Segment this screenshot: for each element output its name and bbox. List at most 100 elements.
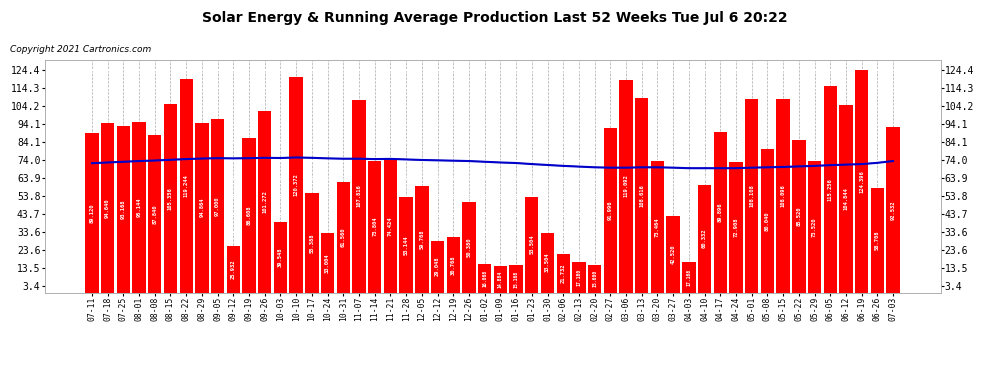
Bar xyxy=(243,138,255,292)
Bar xyxy=(446,237,460,292)
Text: 119.092: 119.092 xyxy=(624,175,629,197)
Bar xyxy=(808,161,822,292)
Bar xyxy=(604,128,617,292)
Bar xyxy=(321,234,335,292)
Text: 33.004: 33.004 xyxy=(325,253,330,273)
Text: 108.096: 108.096 xyxy=(781,184,786,207)
Bar xyxy=(227,246,240,292)
Bar xyxy=(510,266,523,292)
Bar xyxy=(760,149,774,292)
Bar xyxy=(855,70,868,292)
Bar xyxy=(714,132,727,292)
Bar xyxy=(776,99,790,292)
Text: 53.144: 53.144 xyxy=(404,235,409,255)
Bar xyxy=(650,161,664,292)
Bar xyxy=(337,182,350,292)
Text: 105.356: 105.356 xyxy=(168,187,173,210)
Bar xyxy=(274,222,287,292)
Text: 61.560: 61.560 xyxy=(341,228,346,247)
Text: 73.520: 73.520 xyxy=(812,217,817,237)
Text: 53.504: 53.504 xyxy=(530,235,535,254)
Bar xyxy=(792,140,806,292)
Text: 104.844: 104.844 xyxy=(843,188,848,210)
Text: 97.000: 97.000 xyxy=(215,196,220,216)
Bar xyxy=(840,105,852,292)
Text: 107.816: 107.816 xyxy=(356,185,361,207)
Text: 73.804: 73.804 xyxy=(372,217,377,236)
Text: 17.168: 17.168 xyxy=(686,268,691,286)
Text: 59.768: 59.768 xyxy=(420,229,425,249)
Bar xyxy=(462,202,475,292)
Bar xyxy=(85,133,99,292)
Text: 21.732: 21.732 xyxy=(560,263,565,283)
Text: 85.520: 85.520 xyxy=(796,206,801,226)
Bar xyxy=(101,123,114,292)
Text: 50.380: 50.380 xyxy=(466,238,471,257)
Bar xyxy=(179,79,193,292)
Bar xyxy=(117,126,130,292)
Bar xyxy=(635,98,648,292)
Bar xyxy=(211,119,225,292)
Bar xyxy=(384,159,397,292)
Text: 108.616: 108.616 xyxy=(640,184,644,207)
Bar xyxy=(148,135,161,292)
Bar xyxy=(886,127,900,292)
Bar xyxy=(682,262,696,292)
Text: 42.520: 42.520 xyxy=(670,245,676,264)
Bar xyxy=(478,264,491,292)
Bar xyxy=(620,80,633,292)
Bar xyxy=(133,122,146,292)
Bar xyxy=(871,188,884,292)
Text: 119.244: 119.244 xyxy=(184,174,189,197)
Text: Solar Energy & Running Average Production Last 52 Weeks Tue Jul 6 20:22: Solar Energy & Running Average Productio… xyxy=(202,11,788,25)
Bar xyxy=(352,100,365,292)
Bar xyxy=(368,160,381,292)
Bar xyxy=(572,262,586,292)
Text: 101.272: 101.272 xyxy=(262,190,267,213)
Bar xyxy=(289,77,303,292)
Bar xyxy=(399,198,413,292)
Text: 17.180: 17.180 xyxy=(576,268,581,286)
Text: 91.996: 91.996 xyxy=(608,201,613,220)
Text: 74.424: 74.424 xyxy=(388,216,393,236)
Text: 29.048: 29.048 xyxy=(435,257,440,276)
Text: 94.640: 94.640 xyxy=(105,198,110,217)
Bar xyxy=(195,123,209,292)
Bar xyxy=(588,265,601,292)
Text: 16.068: 16.068 xyxy=(482,270,487,287)
Text: 89.896: 89.896 xyxy=(718,202,723,222)
Bar xyxy=(745,99,758,292)
Text: 115.256: 115.256 xyxy=(828,178,833,201)
Text: 89.120: 89.120 xyxy=(89,203,94,222)
Text: 58.708: 58.708 xyxy=(875,230,880,250)
Text: 14.884: 14.884 xyxy=(498,271,503,288)
Text: 92.532: 92.532 xyxy=(891,200,896,219)
Bar xyxy=(431,240,445,292)
Text: 73.464: 73.464 xyxy=(655,217,660,237)
Text: 72.908: 72.908 xyxy=(734,217,739,237)
Text: Copyright 2021 Cartronics.com: Copyright 2021 Cartronics.com xyxy=(10,45,151,54)
Text: 55.388: 55.388 xyxy=(309,233,315,253)
Text: 95.144: 95.144 xyxy=(137,198,142,217)
Bar xyxy=(730,162,742,292)
Bar xyxy=(541,232,554,292)
Bar xyxy=(163,104,177,292)
Bar xyxy=(556,254,570,292)
Text: 120.372: 120.372 xyxy=(294,174,299,196)
Bar xyxy=(494,266,507,292)
Text: 60.332: 60.332 xyxy=(702,229,707,248)
Text: 30.768: 30.768 xyxy=(450,255,455,275)
Bar xyxy=(698,184,711,292)
Bar xyxy=(666,216,680,292)
Text: 80.040: 80.040 xyxy=(765,211,770,231)
Bar xyxy=(305,194,319,292)
Text: 87.840: 87.840 xyxy=(152,204,157,224)
Text: 124.396: 124.396 xyxy=(859,170,864,193)
Text: 86.608: 86.608 xyxy=(247,205,251,225)
Text: 25.932: 25.932 xyxy=(231,260,236,279)
Bar xyxy=(258,111,271,292)
Text: 94.864: 94.864 xyxy=(199,198,204,217)
Bar xyxy=(415,186,429,292)
Bar xyxy=(525,197,539,292)
Text: 33.504: 33.504 xyxy=(545,253,550,272)
